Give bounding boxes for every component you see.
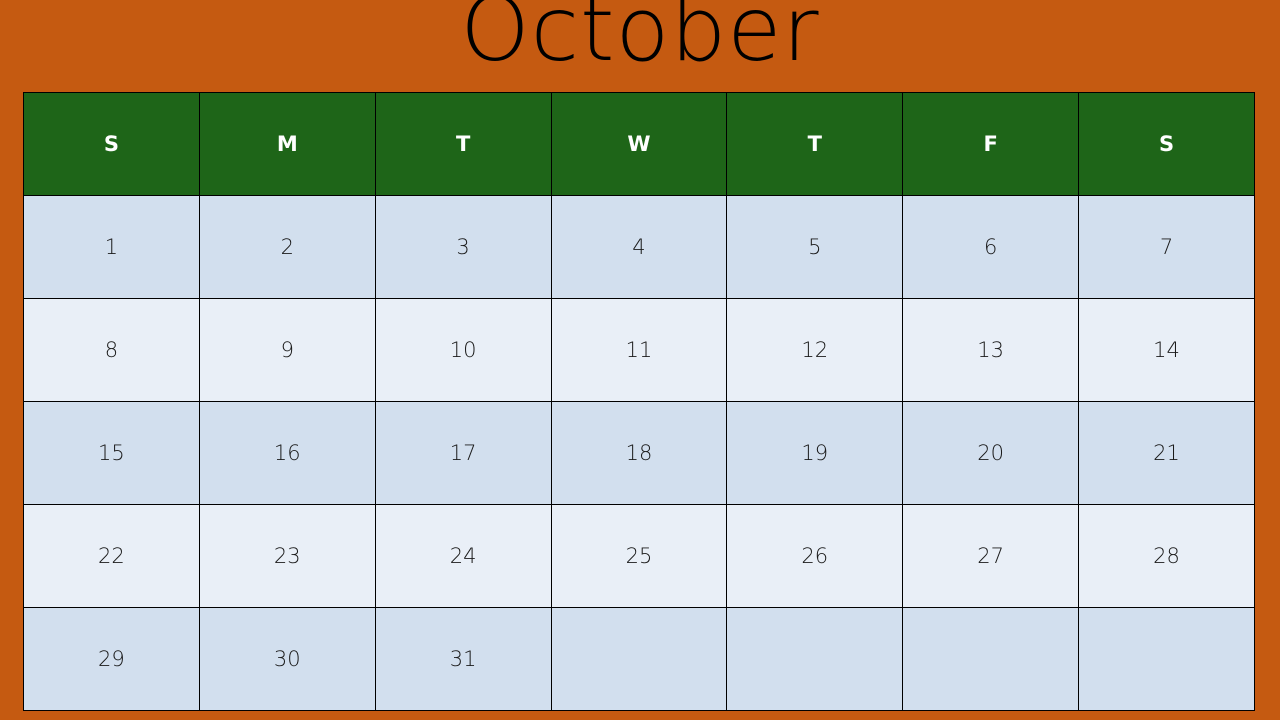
day-cell[interactable]: 17 <box>374 401 552 505</box>
day-cell[interactable]: 18 <box>550 401 728 505</box>
day-cell[interactable]: 9 <box>198 298 376 402</box>
day-cell[interactable]: 15 <box>23 401 200 505</box>
calendar-grid: S M T W T F S 1 2 3 4 5 6 7 8 9 10 11 12… <box>23 92 1255 711</box>
day-cell[interactable]: 25 <box>550 504 728 608</box>
weekday-saturday: S <box>1078 92 1255 196</box>
day-cell[interactable]: 30 <box>198 607 376 711</box>
day-cell-empty <box>550 607 728 711</box>
weekday-wednesday: W <box>550 92 728 196</box>
day-cell[interactable]: 12 <box>726 298 904 402</box>
day-cell[interactable]: 23 <box>198 504 376 608</box>
day-cell[interactable]: 16 <box>198 401 376 505</box>
day-cell[interactable]: 3 <box>374 195 552 299</box>
day-cell-empty <box>1078 607 1255 711</box>
day-cell[interactable]: 13 <box>902 298 1080 402</box>
day-cell[interactable]: 11 <box>550 298 728 402</box>
day-cell[interactable]: 21 <box>1078 401 1255 505</box>
week-row: 15 16 17 18 19 20 21 <box>23 401 1255 505</box>
day-cell[interactable]: 14 <box>1078 298 1255 402</box>
day-cell[interactable]: 2 <box>198 195 376 299</box>
day-cell[interactable]: 20 <box>902 401 1080 505</box>
day-cell[interactable]: 24 <box>374 504 552 608</box>
weekday-monday: M <box>198 92 376 196</box>
day-cell-empty <box>902 607 1080 711</box>
day-cell[interactable]: 7 <box>1078 195 1255 299</box>
day-cell[interactable]: 27 <box>902 504 1080 608</box>
day-cell[interactable]: 19 <box>726 401 904 505</box>
weekday-friday: F <box>902 92 1080 196</box>
weekday-sunday: S <box>23 92 200 196</box>
day-cell[interactable]: 4 <box>550 195 728 299</box>
day-cell[interactable]: 6 <box>902 195 1080 299</box>
day-cell[interactable]: 8 <box>23 298 200 402</box>
week-row: 8 9 10 11 12 13 14 <box>23 298 1255 402</box>
week-row: 22 23 24 25 26 27 28 <box>23 504 1255 608</box>
day-cell[interactable]: 31 <box>374 607 552 711</box>
day-cell[interactable]: 29 <box>23 607 200 711</box>
weekday-thursday: T <box>726 92 904 196</box>
day-cell[interactable]: 5 <box>726 195 904 299</box>
day-cell[interactable]: 10 <box>374 298 552 402</box>
day-cell[interactable]: 1 <box>23 195 200 299</box>
week-row: 1 2 3 4 5 6 7 <box>23 195 1255 299</box>
weekday-tuesday: T <box>374 92 552 196</box>
week-row: 29 30 31 <box>23 607 1255 711</box>
day-cell-empty <box>726 607 904 711</box>
day-cell[interactable]: 26 <box>726 504 904 608</box>
month-title: October <box>460 0 820 81</box>
weekday-header-row: S M T W T F S <box>23 92 1255 196</box>
day-cell[interactable]: 22 <box>23 504 200 608</box>
day-cell[interactable]: 28 <box>1078 504 1255 608</box>
